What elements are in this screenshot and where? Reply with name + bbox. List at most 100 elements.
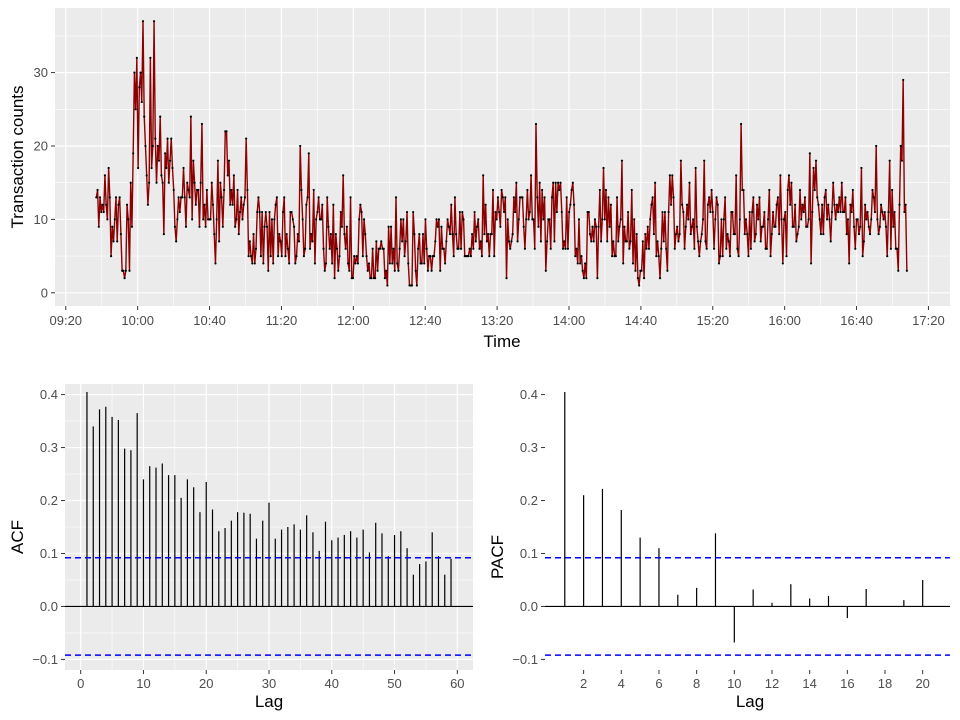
time-series-x-axis-title: Time <box>483 332 520 351</box>
transaction-point <box>864 203 867 206</box>
transaction-point <box>844 196 847 199</box>
transaction-point <box>712 247 716 250</box>
transaction-point <box>278 232 281 236</box>
transaction-point <box>310 232 313 236</box>
transaction-point <box>220 196 223 199</box>
transaction-point <box>172 188 175 192</box>
transaction-point <box>538 181 541 184</box>
transaction-point <box>828 218 831 221</box>
transaction-point <box>202 218 205 221</box>
transaction-point <box>159 115 162 118</box>
transaction-point <box>533 247 536 250</box>
transaction-point <box>776 196 780 199</box>
transaction-point <box>577 218 581 221</box>
y-tick-label: 0.3 <box>520 440 538 455</box>
transaction-point <box>355 254 358 258</box>
y-tick-label: −0.1 <box>32 652 58 667</box>
transaction-point <box>148 181 151 184</box>
transaction-point <box>641 240 644 243</box>
transaction-point <box>296 232 299 236</box>
transaction-point <box>609 203 613 206</box>
transaction-point <box>261 210 264 214</box>
transaction-point <box>782 218 786 221</box>
transaction-point <box>237 232 240 236</box>
transaction-point <box>482 174 485 177</box>
transaction-point <box>581 269 584 272</box>
transaction-point <box>426 269 430 272</box>
transaction-point <box>681 203 684 206</box>
transaction-point <box>321 203 324 206</box>
transaction-point <box>807 218 810 221</box>
transaction-point <box>473 210 476 214</box>
transaction-point <box>297 240 301 243</box>
transaction-point <box>727 240 730 243</box>
transaction-point <box>337 269 340 272</box>
transaction-point <box>226 174 229 177</box>
x-tick-label: 16:00 <box>768 313 801 328</box>
transaction-point <box>630 188 633 192</box>
transaction-point <box>877 232 880 236</box>
transaction-point <box>510 240 513 243</box>
transaction-point <box>472 247 475 250</box>
transaction-point <box>512 196 515 199</box>
transaction-point <box>485 240 488 243</box>
transaction-point <box>402 218 405 221</box>
transaction-point <box>507 240 511 243</box>
transaction-point <box>882 218 885 221</box>
transaction-point <box>658 277 662 280</box>
transaction-point <box>673 247 676 250</box>
transaction-point <box>606 240 609 243</box>
transaction-point <box>623 225 626 228</box>
transaction-point <box>269 254 272 258</box>
transaction-point <box>708 196 711 199</box>
transaction-point <box>222 188 226 192</box>
transaction-point <box>701 218 705 221</box>
transaction-point <box>845 232 848 236</box>
time-series-axes: 09:20 10:00 10:40 11:20 12:00 12:40 13:20 14:00… <box>34 65 945 328</box>
transaction-point <box>900 159 904 162</box>
transaction-point <box>813 188 816 192</box>
transaction-point <box>509 247 512 250</box>
transaction-point <box>827 203 830 206</box>
x-tick-label: 15:20 <box>696 313 729 328</box>
transaction-point <box>595 225 598 228</box>
x-tick-label: 2 <box>580 676 587 691</box>
transaction-point <box>324 262 328 265</box>
transaction-point <box>654 181 657 184</box>
transaction-point <box>119 232 122 236</box>
transaction-point <box>545 240 549 243</box>
transaction-point <box>854 247 857 250</box>
transaction-point <box>313 262 317 265</box>
transaction-point <box>274 203 277 206</box>
transaction-point <box>608 225 611 228</box>
transaction-point <box>339 210 342 214</box>
transaction-point <box>683 247 686 250</box>
transaction-point <box>582 277 585 280</box>
y-tick-label: 0.1 <box>40 546 58 561</box>
transaction-point <box>571 181 574 184</box>
y-tick-label: −0.1 <box>512 652 538 667</box>
transaction-point <box>526 188 529 192</box>
transaction-point <box>511 232 514 236</box>
transaction-point <box>331 262 334 265</box>
transaction-point <box>221 225 224 228</box>
transaction-point <box>189 115 192 118</box>
transaction-point <box>633 218 636 221</box>
transaction-point <box>258 210 261 214</box>
transaction-point <box>785 254 788 258</box>
transaction-point <box>493 254 496 258</box>
x-tick-label: 20 <box>199 676 213 691</box>
transaction-point <box>424 218 427 221</box>
transaction-point <box>138 86 141 89</box>
transaction-point <box>657 254 660 258</box>
transaction-point <box>625 240 628 243</box>
transaction-point <box>140 100 143 104</box>
transaction-point <box>247 254 250 258</box>
transaction-point <box>374 277 377 280</box>
transaction-point <box>143 115 146 118</box>
transaction-point <box>275 196 278 199</box>
transaction-point <box>599 240 603 243</box>
transaction-point <box>835 203 838 206</box>
transaction-point <box>684 225 687 228</box>
transaction-point <box>152 20 156 23</box>
